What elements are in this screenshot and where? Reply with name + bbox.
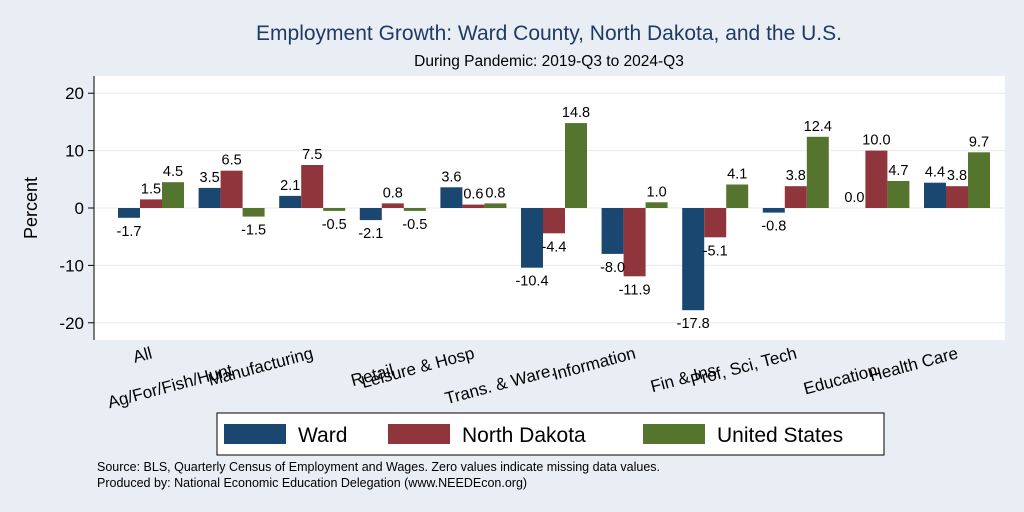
data-label-ward-manufacturing: 2.1	[280, 178, 300, 194]
bar-north-dakota-fin-ins	[704, 208, 727, 238]
bar-north-dakota-trans-ware	[543, 208, 565, 234]
bar-ward-prof-sci-tech	[762, 208, 785, 213]
bar-united-states-trans-ware	[565, 123, 587, 208]
data-label-united-states-prof-sci-tech: 12.4	[804, 119, 832, 135]
category-label-prof-sci-tech: Prof, Sci, Tech	[688, 344, 798, 391]
y-tick-label: 20	[65, 84, 84, 103]
y-axis-label: Percent	[21, 177, 41, 239]
bar-north-dakota-information	[623, 208, 646, 277]
data-label-united-states-health-care: 9.7	[969, 134, 989, 150]
data-label-ward-education: 0.0	[844, 190, 864, 206]
data-label-north-dakota-fin-ins: -5.1	[703, 243, 728, 259]
legend-swatch-ward	[224, 424, 286, 444]
data-label-ward-information: -8.0	[600, 260, 625, 276]
data-label-united-states-education: 4.7	[888, 163, 908, 179]
bar-ward-leisure-hosp	[440, 187, 463, 208]
data-label-ward-leisure-hosp: 3.6	[441, 169, 461, 185]
legend: Ward North Dakota United States	[216, 412, 885, 456]
data-label-united-states-leisure-hosp: 0.8	[485, 185, 505, 201]
bar-north-dakota-health-care	[946, 186, 968, 208]
bar-united-states-fin-ins	[726, 184, 749, 208]
bar-north-dakota-all	[140, 199, 162, 208]
bar-united-states-ag-for-fish-hunt	[242, 208, 265, 217]
bar-united-states-all	[162, 182, 184, 208]
bar-north-dakota-retail	[381, 203, 404, 208]
bar-ward-fin-ins	[682, 208, 705, 311]
bar-north-dakota-prof-sci-tech	[784, 186, 807, 208]
data-label-north-dakota-education: 10.0	[862, 133, 890, 149]
bar-north-dakota-ag-for-fish-hunt	[220, 170, 243, 208]
category-label-information: Information	[551, 344, 638, 384]
bar-ward-manufacturing	[279, 195, 302, 208]
legend-label-united-states: United States	[717, 424, 843, 447]
y-tick-label: 10	[65, 142, 84, 161]
y-tick-label: 0	[75, 199, 84, 218]
data-label-ward-ag-for-fish-hunt: 3.5	[200, 170, 220, 186]
data-label-united-states-retail: -0.5	[402, 217, 427, 233]
data-label-north-dakota-prof-sci-tech: 3.8	[786, 168, 806, 184]
data-label-united-states-ag-for-fish-hunt: -1.5	[241, 223, 266, 239]
data-label-north-dakota-ag-for-fish-hunt: 6.5	[222, 153, 242, 169]
data-label-united-states-trans-ware: 14.8	[562, 105, 590, 121]
category-label-trans-ware: Trans. & Ware.	[443, 361, 557, 409]
data-label-united-states-manufacturing: -0.5	[322, 217, 347, 233]
data-label-ward-all: -1.7	[117, 224, 142, 240]
bar-north-dakota-education	[865, 150, 888, 208]
bar-united-states-prof-sci-tech	[806, 136, 829, 208]
bar-united-states-leisure-hosp	[484, 203, 507, 208]
data-label-ward-health-care: 4.4	[925, 165, 945, 181]
data-label-north-dakota-leisure-hosp: 0.6	[463, 187, 483, 203]
footer-produced: Produced by: National Economic Education…	[97, 476, 527, 490]
legend-swatch-north-dakota	[388, 424, 450, 444]
category-label-manufacturing: Manufacturing	[206, 344, 315, 390]
bar-ward-trans-ware	[521, 208, 543, 268]
y-tick-label: -10	[59, 256, 84, 275]
legend-swatch-united-states	[643, 424, 705, 444]
legend-label-ward: Ward	[298, 424, 347, 447]
data-label-united-states-all: 4.5	[163, 164, 183, 180]
data-label-united-states-information: 1.0	[647, 184, 667, 200]
footer-source: Source: BLS, Quarterly Census of Employm…	[97, 460, 660, 474]
legend-label-north-dakota: North Dakota	[462, 424, 586, 447]
data-label-ward-fin-ins: -17.8	[677, 316, 710, 332]
bar-ward-retail	[359, 208, 382, 221]
bar-united-states-information	[645, 202, 668, 208]
bar-ward-ag-for-fish-hunt	[198, 187, 221, 208]
y-tick-label: -20	[59, 314, 84, 333]
bar-ward-health-care	[924, 182, 946, 208]
category-label-all: All	[131, 344, 154, 367]
data-label-north-dakota-trans-ware: -4.4	[542, 239, 567, 255]
bar-united-states-manufacturing	[323, 208, 346, 211]
chart-subtitle: During Pandemic: 2019-Q3 to 2024-Q3	[414, 53, 684, 70]
bar-united-states-health-care	[968, 152, 990, 208]
category-label-health-care: Health Care	[867, 344, 960, 386]
bar-north-dakota-leisure-hosp	[462, 204, 485, 208]
data-label-north-dakota-manufacturing: 7.5	[302, 147, 322, 163]
data-label-ward-retail: -2.1	[358, 226, 383, 242]
bar-united-states-retail	[403, 208, 426, 211]
bar-united-states-education	[887, 181, 910, 208]
data-label-north-dakota-health-care: 3.8	[947, 168, 967, 184]
bar-ward-information	[601, 208, 624, 254]
data-label-north-dakota-information: -11.9	[619, 282, 651, 298]
chart-title: Employment Growth: Ward County, North Da…	[256, 22, 842, 45]
data-label-north-dakota-retail: 0.8	[383, 185, 403, 201]
data-label-ward-trans-ware: -10.4	[515, 274, 548, 290]
bar-ward-all	[118, 208, 140, 218]
y-axis: 20 10 0 -10 -20	[59, 76, 95, 340]
data-label-ward-prof-sci-tech: -0.8	[761, 219, 786, 235]
data-label-north-dakota-all: 1.5	[141, 181, 161, 197]
bar-north-dakota-manufacturing	[301, 165, 324, 208]
bars	[118, 123, 990, 311]
data-labels: -1.7 1.54.5 3.56.5 -1.5 2.17.5 -0.5 -2.1 0.8 -0.…	[117, 105, 990, 332]
data-label-united-states-fin-ins: 4.1	[727, 167, 747, 183]
